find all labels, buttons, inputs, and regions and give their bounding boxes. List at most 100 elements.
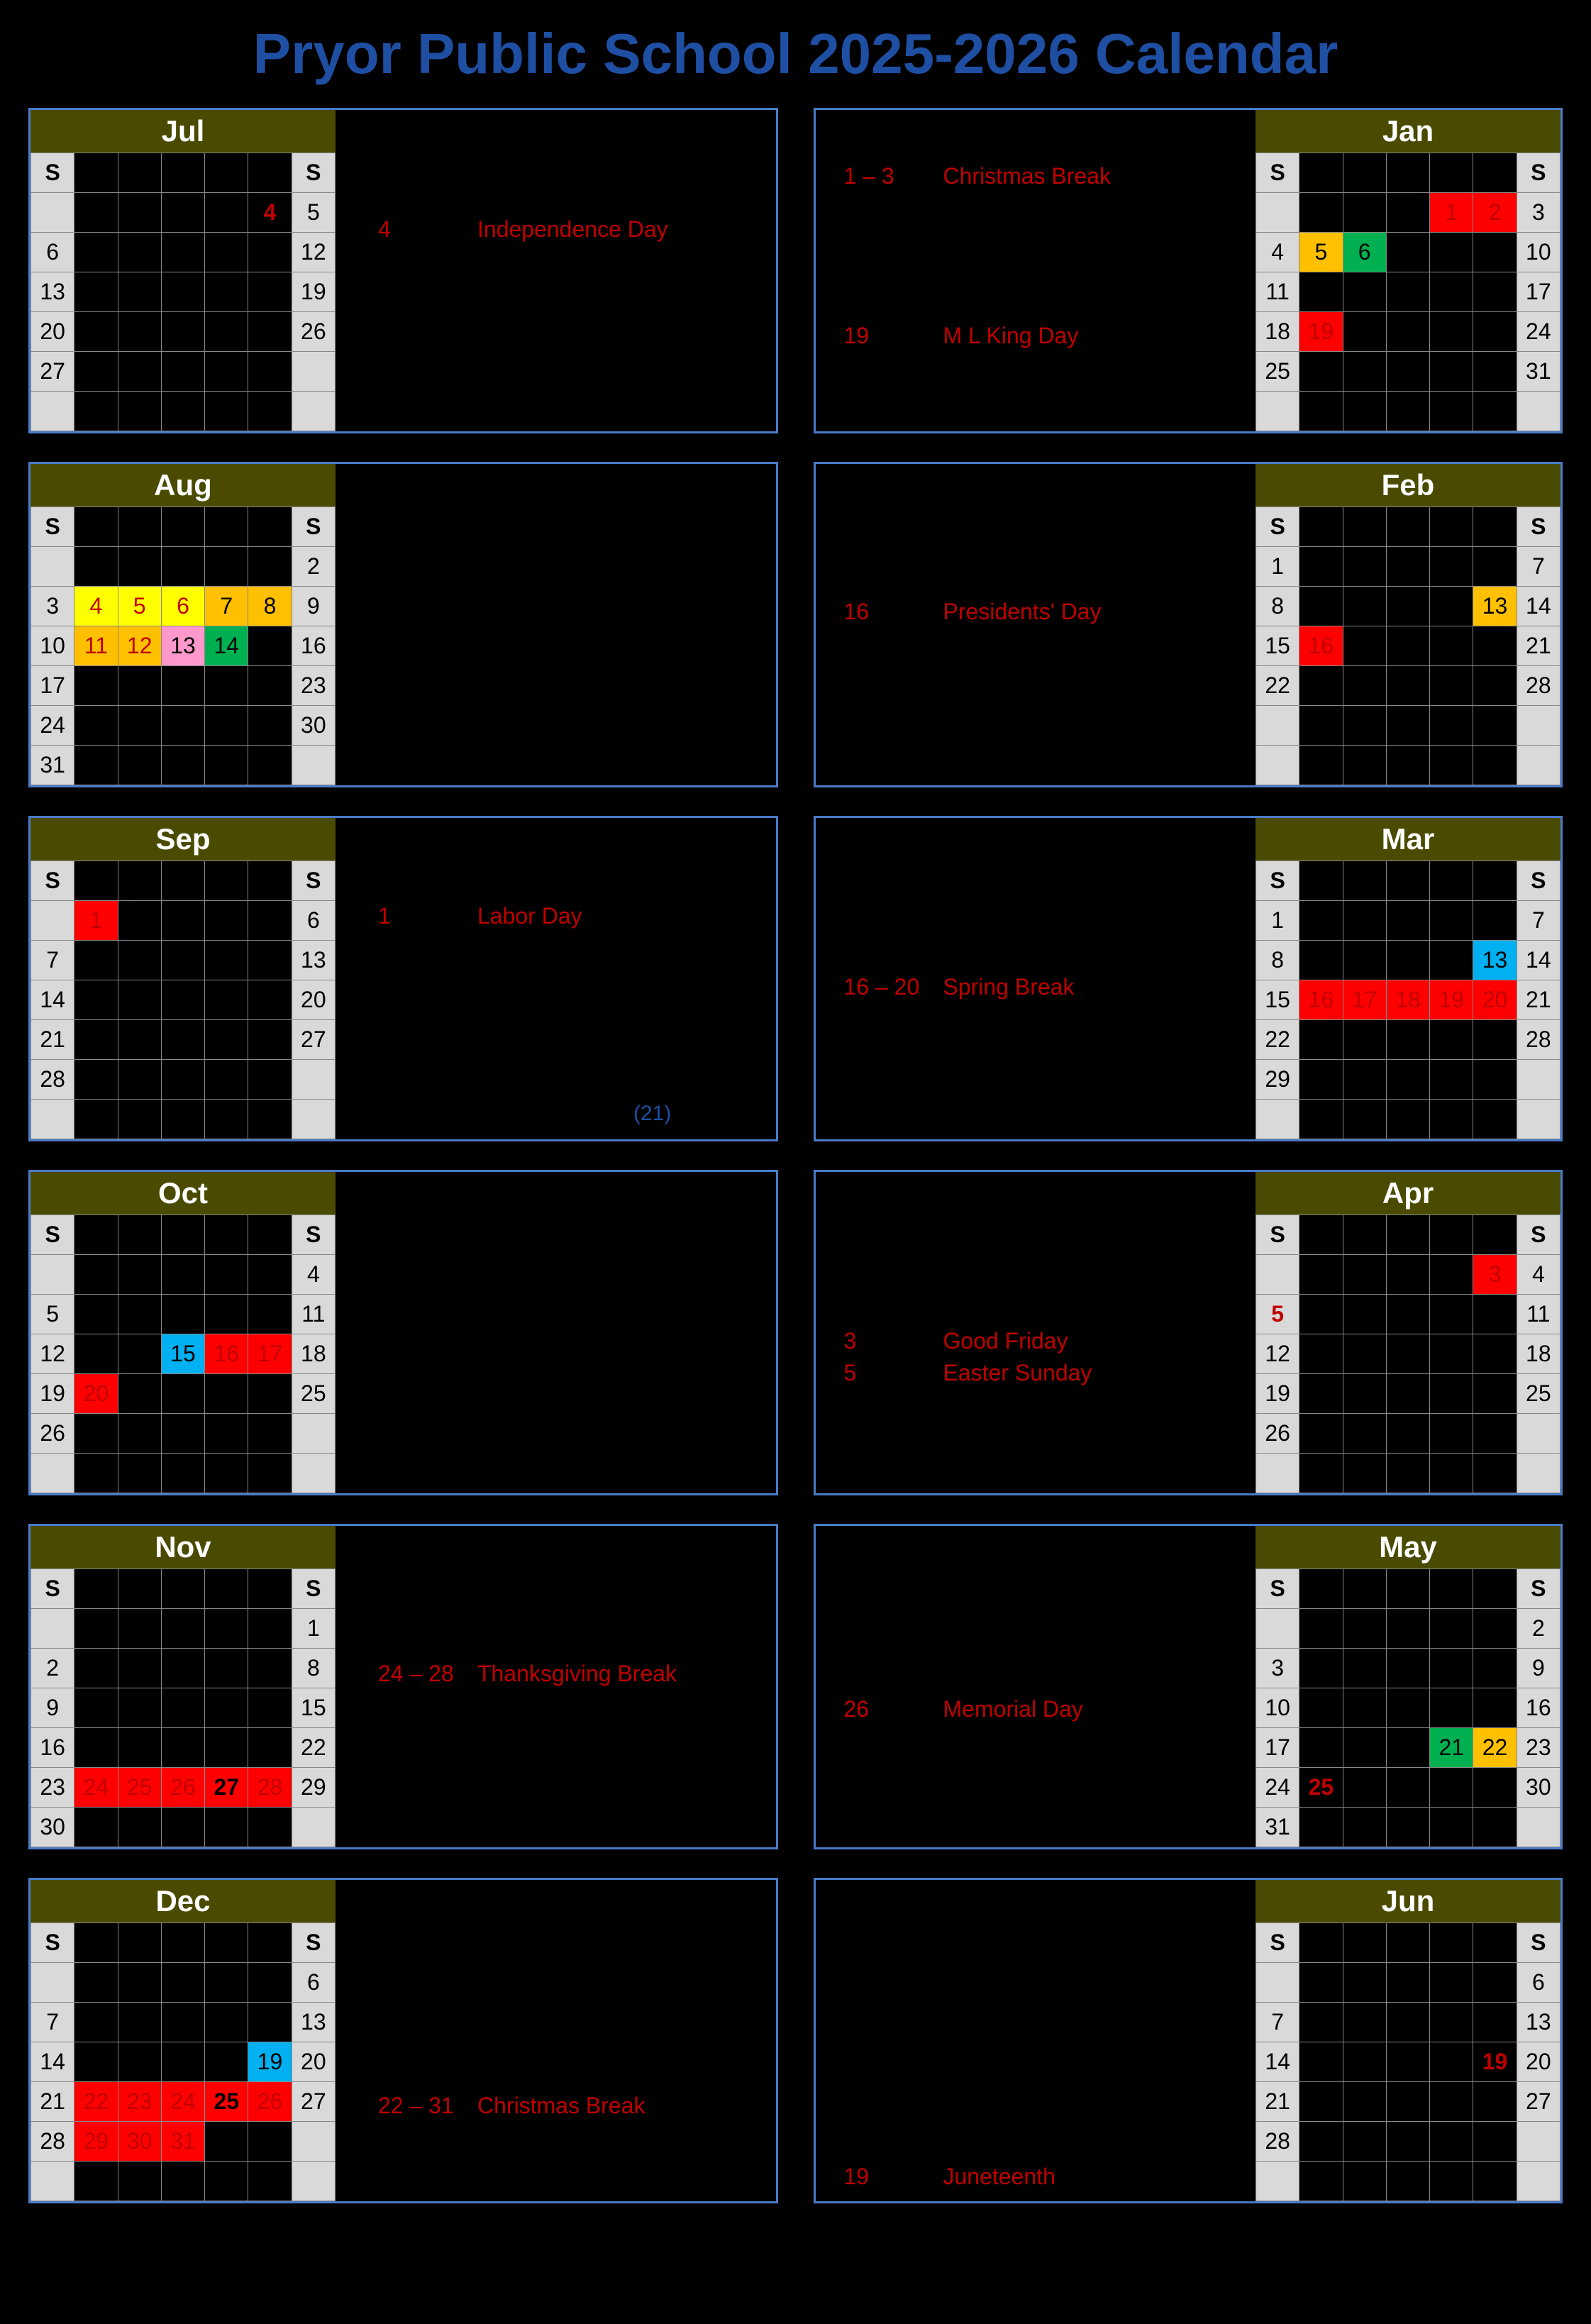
day-cell-jan-2: 2: [1473, 193, 1517, 233]
empty-cell: [1256, 392, 1299, 431]
day-cell-sep-9: 9: [118, 941, 161, 980]
day-cell-jul-14: 14: [74, 272, 118, 312]
empty-cell: [31, 1963, 74, 2003]
empty-cell: [292, 1100, 335, 1139]
empty-cell: [248, 1609, 292, 1649]
event-day: 22 – 31: [378, 2093, 477, 2119]
day-cell-mar-19: 19: [1430, 980, 1473, 1020]
day-cell-jul-21: 21: [74, 312, 118, 352]
day-cell-sep-20: 20: [292, 980, 335, 1020]
day-cell-jul-2: 2: [161, 193, 204, 233]
day-cell-jul-11: 11: [248, 233, 292, 272]
day-cell-oct-20: 20: [74, 1374, 118, 1414]
empty-cell: [1256, 1100, 1299, 1139]
day-cell-jun-24: 24: [1386, 2082, 1429, 2122]
day-cell-jul-26: 26: [292, 312, 335, 352]
day-cell-oct-5: 5: [31, 1295, 74, 1334]
day-cell-jul-6: 6: [31, 233, 74, 272]
empty-cell: [74, 2162, 118, 2201]
day-cell-may-5: 5: [1343, 1649, 1386, 1688]
empty-cell: [1386, 392, 1429, 431]
day-cell-nov-13: 13: [205, 1688, 248, 1728]
day-cell-jun-17: 17: [1386, 2042, 1429, 2082]
event-day: 19: [844, 323, 943, 349]
day-cell-aug-24: 24: [31, 706, 74, 746]
empty-cell: [1299, 1255, 1343, 1295]
day-header: S: [1517, 153, 1560, 193]
day-cell-feb-13: 13: [1473, 587, 1517, 626]
event-day: 1 – 3: [844, 163, 943, 189]
day-cell-nov-6: 6: [205, 1649, 248, 1688]
day-header: M: [74, 1215, 118, 1255]
day-cell-apr-11: 11: [1517, 1295, 1560, 1334]
day-header: S: [1517, 1215, 1560, 1255]
event-text: Good Friday: [943, 1328, 1068, 1354]
day-cell-jun-14: 14: [1256, 2042, 1299, 2082]
day-header: T: [1430, 1215, 1473, 1255]
empty-cell: [74, 1100, 118, 1139]
day-cell-may-23: 23: [1517, 1728, 1560, 1768]
day-cell-may-3: 3: [1256, 1649, 1299, 1688]
day-header: T: [205, 1923, 248, 1963]
empty-cell: [161, 1060, 204, 1100]
events-panel-may: 26Memorial Day: [816, 1526, 1256, 1847]
day-cell-nov-11: 11: [118, 1688, 161, 1728]
day-cell-sep-4: 4: [205, 901, 248, 941]
events-panel-dec: 22 – 31Christmas Break: [336, 1880, 776, 2201]
day-cell-feb-17: 17: [1343, 626, 1386, 666]
month-name-jun: Jun: [1255, 1880, 1560, 1922]
day-cell-aug-22: 22: [248, 666, 292, 706]
calendar-jun: JunSMTWTFS123456789101112131415161718192…: [1255, 1880, 1560, 2201]
day-cell-oct-8: 8: [161, 1295, 204, 1334]
empty-cell: [1517, 706, 1560, 746]
day-cell-feb-22: 22: [1256, 666, 1299, 706]
day-cell-mar-8: 8: [1256, 941, 1299, 980]
day-cell-apr-19: 19: [1256, 1374, 1299, 1414]
event-text: Spring Break: [943, 974, 1075, 1000]
calendar-table-jan: SMTWTFS123456789101112131415161718192021…: [1255, 153, 1560, 431]
empty-cell: [205, 1454, 248, 1493]
day-header: W: [161, 1569, 204, 1609]
empty-cell: [1256, 193, 1299, 233]
day-cell-sep-13: 13: [292, 941, 335, 980]
day-cell-may-29: 29: [1473, 1768, 1517, 1808]
events-panel-nov: 24 – 28Thanksgiving Break: [336, 1526, 776, 1847]
day-cell-may-17: 17: [1256, 1728, 1299, 1768]
day-cell-oct-14: 14: [118, 1334, 161, 1374]
day-header: S: [31, 861, 74, 901]
empty-cell: [1517, 1414, 1560, 1454]
empty-cell: [161, 547, 204, 587]
day-cell-may-24: 24: [1256, 1768, 1299, 1808]
empty-cell: [31, 1100, 74, 1139]
day-cell-jan-4: 4: [1256, 233, 1299, 272]
day-cell-mar-5: 5: [1430, 901, 1473, 941]
day-header: T: [205, 153, 248, 193]
day-cell-jan-30: 30: [1473, 352, 1517, 392]
empty-cell: [161, 2162, 204, 2201]
calendar-table-oct: SMTWTFS123456789101112131415161718192021…: [31, 1214, 336, 1493]
empty-cell: [1386, 746, 1429, 785]
day-header: F: [248, 1569, 292, 1609]
day-cell-jun-16: 16: [1343, 2042, 1386, 2082]
footnote-sep: (21): [633, 1102, 671, 1126]
day-header: S: [1256, 507, 1299, 547]
calendar-dec: DecSMTWTFS123456789101112131415161718192…: [31, 1880, 336, 2201]
day-cell-dec-12: 12: [248, 2003, 292, 2042]
day-cell-oct-26: 26: [31, 1414, 74, 1454]
calendar-table-jun: SMTWTFS123456789101112131415161718192021…: [1255, 1922, 1560, 2201]
empty-cell: [1386, 1808, 1429, 1847]
day-header: T: [118, 507, 161, 547]
day-cell-jun-8: 8: [1299, 2003, 1343, 2042]
day-cell-may-2: 2: [1517, 1609, 1560, 1649]
empty-cell: [1430, 706, 1473, 746]
day-cell-sep-28: 28: [31, 1060, 74, 1100]
day-cell-nov-5: 5: [161, 1649, 204, 1688]
day-header: F: [248, 1923, 292, 1963]
day-cell-apr-28: 28: [1343, 1414, 1386, 1454]
empty-cell: [1517, 746, 1560, 785]
day-cell-feb-4: 4: [1386, 547, 1429, 587]
day-header: T: [1430, 153, 1473, 193]
day-cell-jun-20: 20: [1517, 2042, 1560, 2082]
day-cell-feb-7: 7: [1517, 547, 1560, 587]
month-block-feb: FebSMTWTFS123456789101112131415161718192…: [814, 462, 1563, 787]
